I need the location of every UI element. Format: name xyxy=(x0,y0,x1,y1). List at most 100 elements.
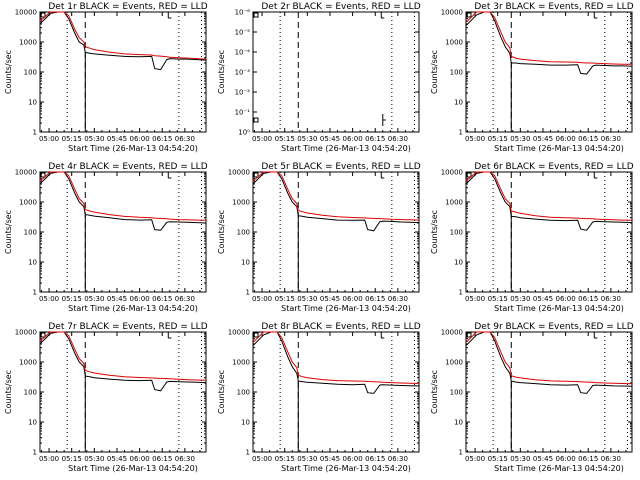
x-tick-label: 05:15 xyxy=(488,135,508,143)
x-tick-label: 05:45 xyxy=(107,295,127,303)
series-lld xyxy=(465,331,633,385)
x-tick-label: 06:15 xyxy=(365,455,385,463)
x-tick-label: 05:30 xyxy=(84,295,104,303)
y-tick-label: 10 xyxy=(28,259,37,267)
x-tick-label: 06:30 xyxy=(388,295,408,303)
y-tick-label: 100 xyxy=(24,389,37,397)
x-tick-label: 05:00 xyxy=(252,295,272,303)
x-tick-label: 06:30 xyxy=(388,455,408,463)
x-tick-label: 06:00 xyxy=(343,295,363,303)
y-tick-label: 100 xyxy=(237,389,250,397)
x-tick-label: 06:30 xyxy=(601,295,621,303)
y-tick-label: 100 xyxy=(237,229,250,237)
panel-det-4: Det 4r BLACK = Events, RED = LLD 05:00 05:… xyxy=(4,162,208,313)
x-tick-label: 05:30 xyxy=(297,135,317,143)
flag-box xyxy=(253,332,259,338)
flag-box xyxy=(466,12,472,18)
y-tick-label: 10⁻³ xyxy=(235,69,251,77)
x-tick-label: 05:45 xyxy=(320,135,340,143)
y-tick-label: 10 xyxy=(241,259,250,267)
y-axis-label: Counts/sec xyxy=(430,50,439,94)
series-events xyxy=(252,171,420,232)
x-tick-label: 05:00 xyxy=(465,295,485,303)
plot-frame xyxy=(252,11,420,133)
x-tick-label: 05:15 xyxy=(488,455,508,463)
panel-title: Det 2r BLACK = Events, RED = LLD xyxy=(261,2,420,12)
panel-title: Det 8r BLACK = Events, RED = LLD xyxy=(261,322,420,332)
series-lld xyxy=(465,11,632,65)
x-tick-label: 05:45 xyxy=(533,455,553,463)
panel-title: Det 9r BLACK = Events, RED = LLD xyxy=(474,322,633,332)
x-tick-label: 06:30 xyxy=(388,135,408,143)
y-tick-label: 10000 xyxy=(15,9,37,17)
series-events xyxy=(39,11,207,71)
y-tick-label: 10 xyxy=(241,419,250,427)
plot-frame xyxy=(465,331,633,453)
y-tick-label: 10⁻² xyxy=(235,89,251,97)
y-tick-label: 1 xyxy=(246,449,250,457)
series-events xyxy=(39,171,207,231)
y-tick-label: 10 xyxy=(28,99,37,107)
x-axis-label: Start Time (26-Mar-13 04:54:20) xyxy=(68,304,198,313)
x-tick-label: 06:15 xyxy=(578,135,598,143)
y-tick-label: 1 xyxy=(33,289,37,297)
x-axis-label: Start Time (26-Mar-13 04:54:20) xyxy=(281,304,411,313)
x-tick-label: 06:15 xyxy=(578,295,598,303)
panel-det-8: Det 8r BLACK = Events, RED = LLD 05:00 05:… xyxy=(217,322,421,473)
x-tick-label: 05:00 xyxy=(252,455,272,463)
y-axis-label: Counts/sec xyxy=(430,210,439,254)
x-tick-label: 05:15 xyxy=(62,135,82,143)
y-tick-label: 10⁻¹ xyxy=(235,109,251,117)
plot-frame xyxy=(39,11,207,133)
panel-title: Det 7r BLACK = Events, RED = LLD xyxy=(48,322,207,332)
y-tick-label: 100 xyxy=(24,69,37,77)
x-tick-label: 05:00 xyxy=(39,295,59,303)
panel-title: Det 4r BLACK = Events, RED = LLD xyxy=(48,162,207,172)
x-tick-label: 05:30 xyxy=(84,135,104,143)
x-tick-label: 05:15 xyxy=(275,455,295,463)
y-tick-label: 1 xyxy=(459,129,463,137)
x-axis-label: Start Time (26-Mar-13 04:54:20) xyxy=(281,464,411,473)
x-tick-label: 06:00 xyxy=(130,135,150,143)
x-tick-label: 05:00 xyxy=(39,455,59,463)
x-tick-label: 06:15 xyxy=(578,455,598,463)
y-tick-label: 10000 xyxy=(15,169,37,177)
panel-title: Det 6r BLACK = Events, RED = LLD xyxy=(474,162,633,172)
x-tick-label: 06:15 xyxy=(365,135,385,143)
y-tick-label: 10000 xyxy=(441,9,463,17)
series-lld xyxy=(39,331,207,381)
y-tick-label: 1 xyxy=(246,289,250,297)
x-tick-label: 06:30 xyxy=(601,135,621,143)
x-tick-label: 05:45 xyxy=(533,135,553,143)
x-tick-label: 06:30 xyxy=(175,455,195,463)
x-tick-label: 05:30 xyxy=(297,295,317,303)
series-events xyxy=(39,331,207,392)
y-tick-label: 1000 xyxy=(19,359,37,367)
panel-det-7: Det 7r BLACK = Events, RED = LLD 05:00 05:… xyxy=(4,322,208,473)
plot-frame xyxy=(252,171,420,293)
plot-frame xyxy=(39,171,207,293)
flag-box xyxy=(40,12,46,18)
x-tick-label: 05:30 xyxy=(510,135,530,143)
x-tick-label: 05:15 xyxy=(62,455,82,463)
x-tick-label: 05:30 xyxy=(510,295,530,303)
flag-box xyxy=(40,332,46,338)
panel-det-5: Det 5r BLACK = Events, RED = LLD 05:00 05:… xyxy=(217,162,421,313)
plot-frame xyxy=(465,171,633,293)
y-tick-label: 100 xyxy=(450,69,463,77)
x-axis-label: Start Time (26-Mar-13 04:54:20) xyxy=(68,144,198,153)
y-tick-label: 10⁻⁵ xyxy=(235,29,251,37)
panel-title: Det 5r BLACK = Events, RED = LLD xyxy=(261,162,420,172)
x-tick-label: 05:00 xyxy=(39,135,59,143)
y-axis-label: Counts/sec xyxy=(430,370,439,414)
x-tick-label: 06:15 xyxy=(152,455,172,463)
y-tick-label: 10⁻⁶ xyxy=(235,9,251,17)
y-tick-label: 10 xyxy=(454,259,463,267)
x-tick-label: 06:00 xyxy=(556,455,576,463)
y-tick-label: 1 xyxy=(33,449,37,457)
panel-title: Det 3r BLACK = Events, RED = LLD xyxy=(474,2,633,12)
x-tick-label: 05:45 xyxy=(107,135,127,143)
x-axis-label: Start Time (26-Mar-13 04:54:20) xyxy=(494,304,624,313)
y-tick-label: 1 xyxy=(459,449,463,457)
